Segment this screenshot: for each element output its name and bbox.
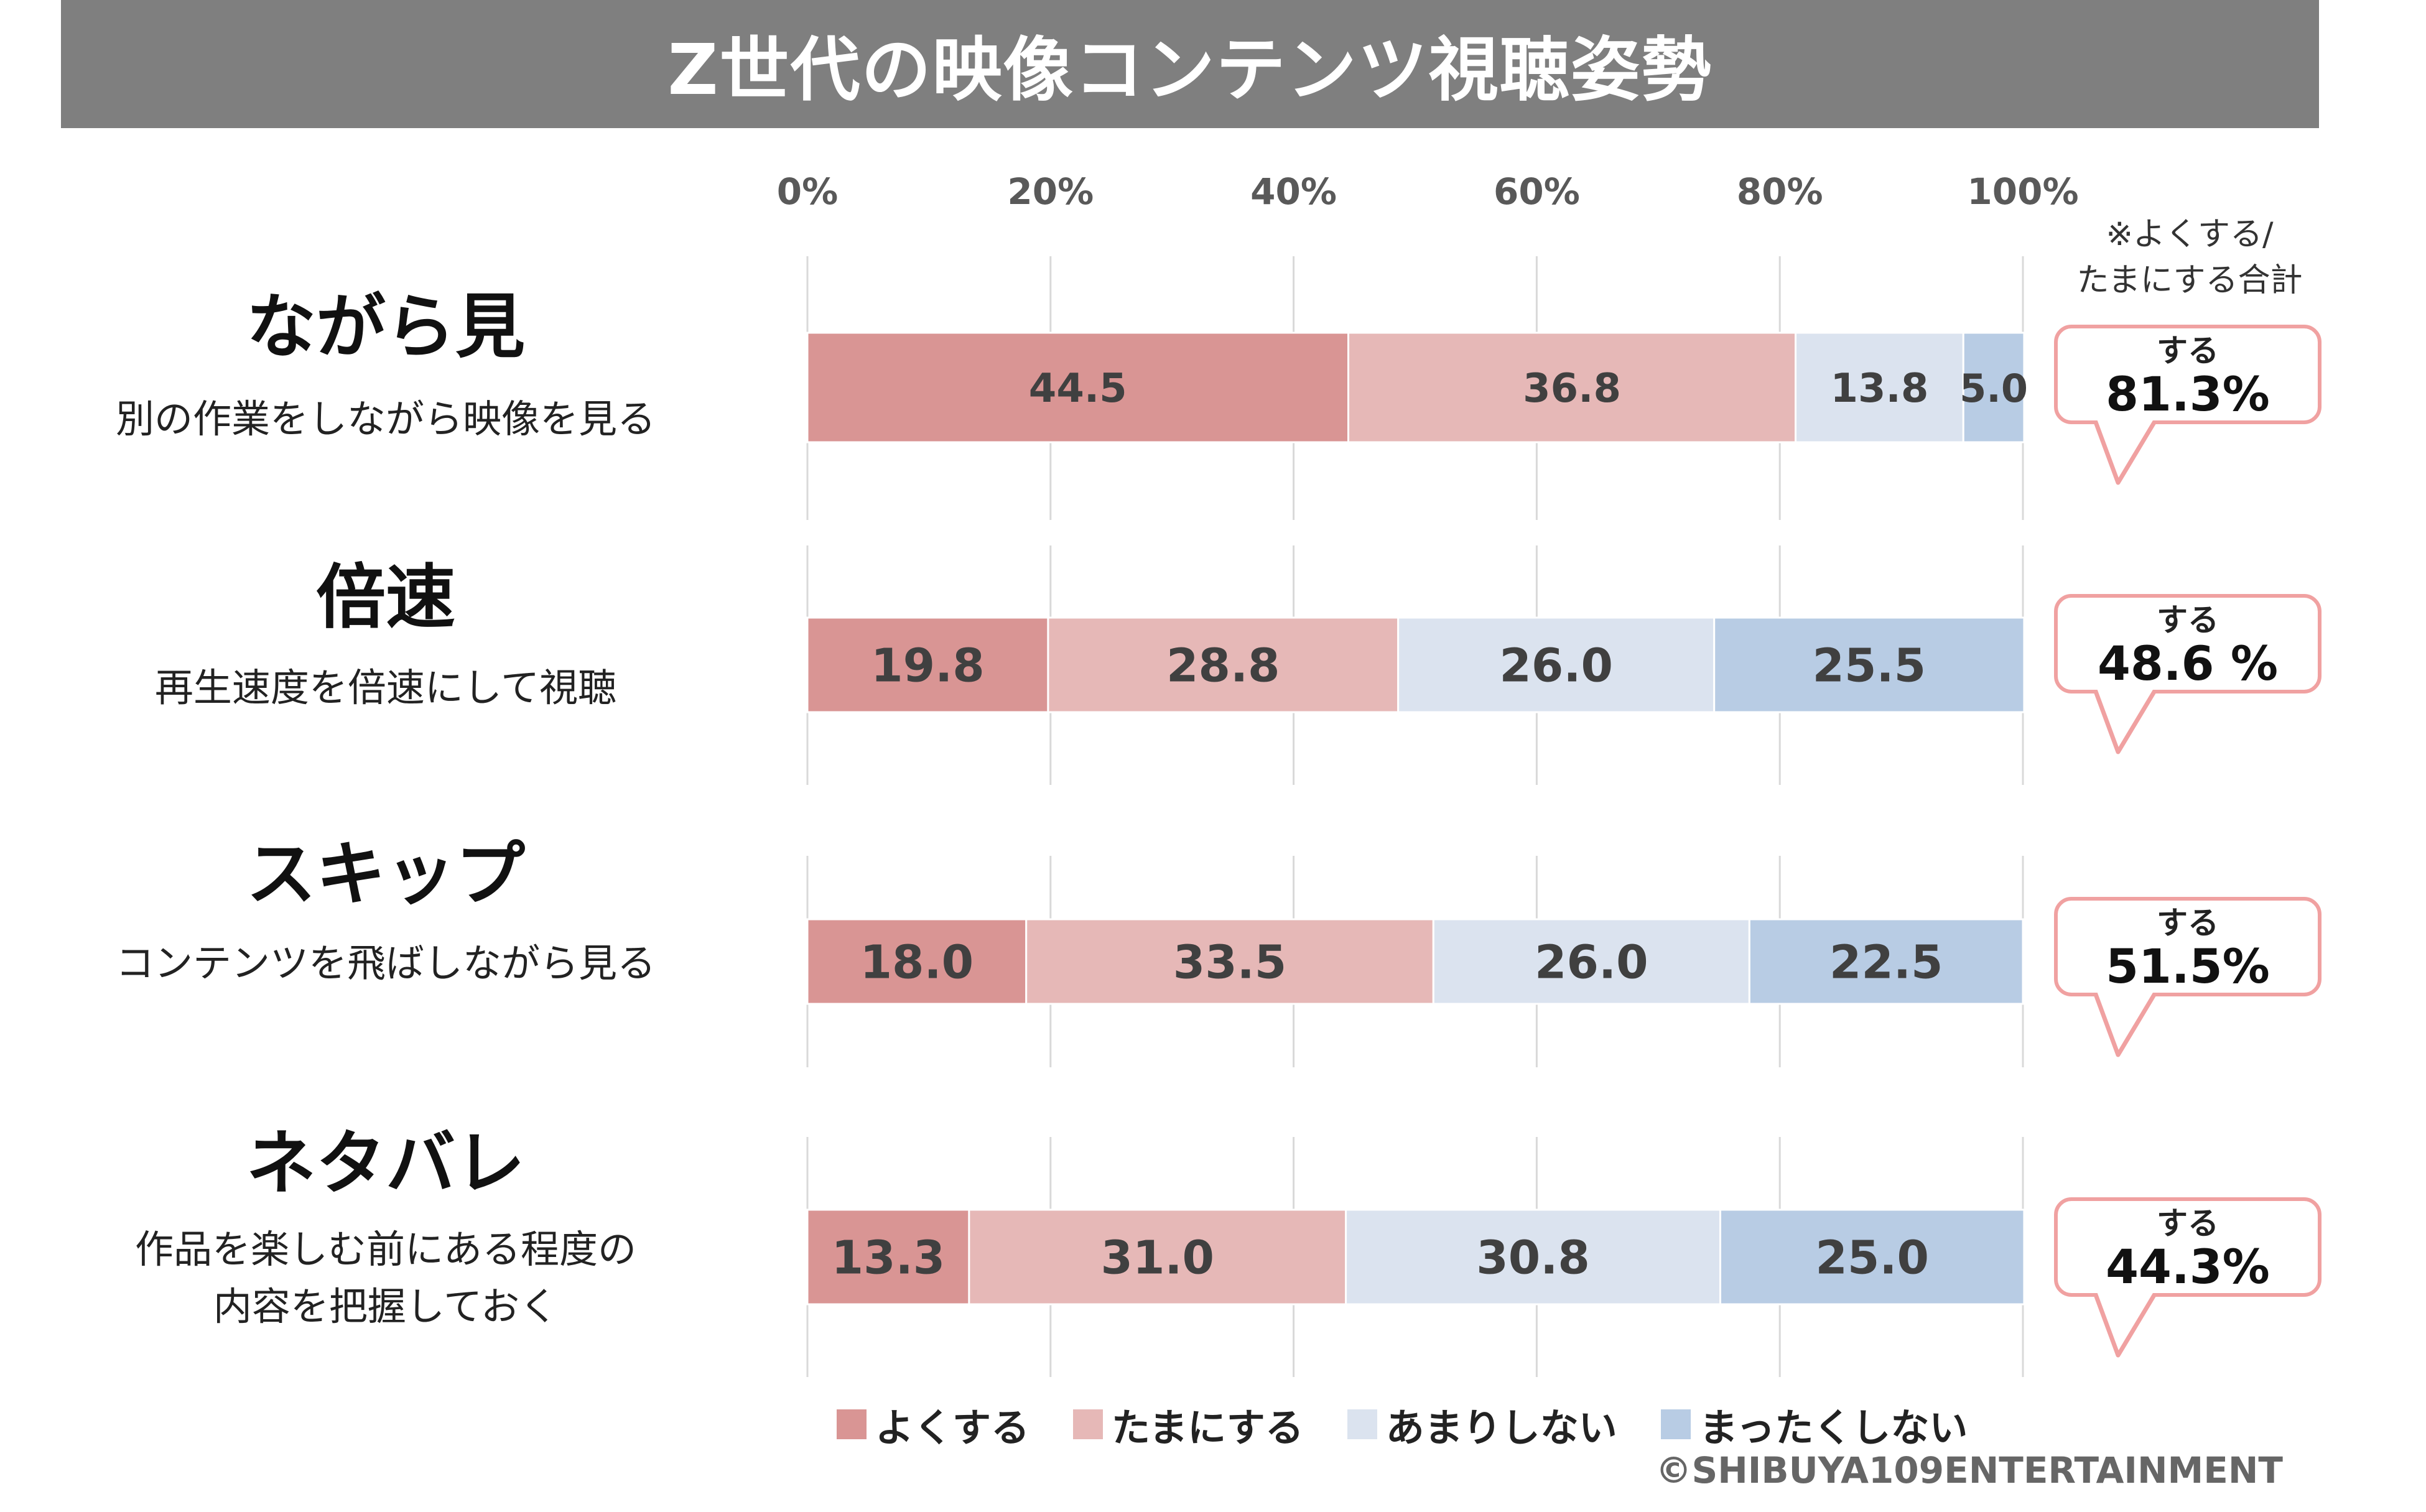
bar-data-label: 28.8	[1166, 639, 1280, 693]
bar-segment	[1713, 616, 2025, 713]
bar-segment	[1962, 332, 2025, 443]
bar-data-label: 25.0	[1815, 1231, 1929, 1285]
x-tick-label: 20%	[1007, 170, 1094, 213]
legend-item: たまにする	[1073, 1396, 1304, 1452]
callout-tail	[2093, 420, 2158, 485]
bar-segment	[1748, 918, 2024, 1005]
category-title-nagaramí: ながら見	[246, 287, 525, 368]
bar-data-label: 36.8	[1523, 366, 1621, 412]
callout-note-line: たまにする合計	[2076, 262, 2303, 299]
bar-data-label: 44.5	[1029, 366, 1127, 412]
bar-data-label: 30.8	[1476, 1231, 1590, 1285]
bar-segment	[806, 332, 1350, 443]
callout-box: する 44.3%	[2054, 1197, 2321, 1297]
callout-top-text: する	[2157, 905, 2219, 941]
category-subtitle-line: 別の作業をしながら映像を見る	[115, 396, 656, 442]
callout-value: 48.6 %	[2097, 636, 2279, 691]
bar-segment	[1795, 332, 1964, 443]
callout-box: する 51.5%	[2054, 897, 2321, 996]
callout-top-text: する	[2157, 1205, 2219, 1241]
legend-label: よくする	[875, 1405, 1030, 1450]
bar-segment	[1047, 616, 1400, 713]
bar-segment	[806, 1208, 970, 1306]
category-subtitle-line: コンテンツを飛ばしながら見る	[115, 940, 656, 986]
category-subtitle-line: 内容を把握しておく	[213, 1284, 559, 1329]
legend-label: まったくしない	[1699, 1405, 1968, 1450]
callout-value: 51.5%	[2106, 939, 2270, 994]
legend: よくする たまにする あまりしない まったくしない	[837, 1396, 2011, 1452]
legend-label: あまりしない	[1385, 1405, 1617, 1450]
x-tick-label: 0%	[777, 170, 838, 213]
callout-box: する 48.6 %	[2054, 594, 2321, 693]
legend-item: あまりしない	[1347, 1396, 1617, 1452]
bar-data-label: 26.0	[1499, 639, 1613, 693]
callout-note: ※よくする/ たまにする合計	[2022, 211, 2358, 304]
bar-data-label: 31.0	[1100, 1231, 1214, 1285]
category-subtitle-line: 再生速度を倍速にして視聴	[154, 665, 617, 710]
callout-tail	[2093, 993, 2158, 1057]
callout-value: 44.3%	[2106, 1239, 2270, 1294]
x-tick-label: 40%	[1250, 170, 1337, 213]
bar-data-label: 19.8	[871, 639, 985, 693]
legend-swatch	[1073, 1409, 1104, 1439]
callout-value: 81.3%	[2106, 366, 2270, 422]
bar-segment	[1347, 332, 1797, 443]
x-tick-label: 60%	[1494, 170, 1580, 213]
callout-tail	[2093, 1293, 2158, 1358]
callout-top-text: する	[2157, 602, 2219, 638]
copyright-text: ©SHIBUYA109ENTERTAINMENT	[1655, 1449, 2283, 1491]
bar-data-label: 25.5	[1813, 639, 1926, 693]
bar-segment	[1719, 1208, 2025, 1306]
category-title-skip: スキップ	[246, 834, 525, 915]
callout-tail	[2093, 690, 2158, 754]
bar-data-label: 13.3	[832, 1231, 946, 1285]
legend-swatch	[837, 1409, 867, 1439]
category-subtitle-line: 作品を楽しむ前にある程度の	[134, 1227, 636, 1272]
bar-data-label: 5.0	[1959, 366, 2028, 411]
legend-item: よくする	[837, 1396, 1029, 1452]
legend-swatch	[1660, 1409, 1691, 1439]
bar-data-label: 26.0	[1535, 936, 1648, 990]
bar-data-label: 13.8	[1830, 366, 1928, 412]
callout-note-line: ※よくする/	[2106, 216, 2274, 253]
bar-segment	[806, 918, 1028, 1005]
callout-box: する 81.3%	[2054, 325, 2321, 424]
bar-segment	[1025, 918, 1434, 1005]
category-title-baisoku: 倍速	[316, 557, 455, 638]
bar-data-label: 18.0	[860, 936, 974, 990]
bar-segment	[1345, 1208, 1721, 1306]
bar-segment	[806, 616, 1049, 713]
chart-title: Z世代の映像コンテンツ視聴姿勢	[61, 0, 2319, 128]
legend-label: たまにする	[1112, 1405, 1304, 1450]
legend-item: まったくしない	[1660, 1396, 1968, 1452]
callout-top-text: する	[2157, 333, 2219, 369]
bar-data-label: 33.5	[1173, 936, 1287, 990]
category-title-netabare: ネタバレ	[246, 1123, 525, 1204]
legend-swatch	[1347, 1409, 1377, 1439]
x-tick-label: 100%	[1967, 170, 2078, 213]
x-tick-label: 80%	[1737, 170, 1823, 213]
bar-segment	[968, 1208, 1347, 1306]
bar-data-label: 22.5	[1829, 936, 1943, 990]
bar-segment	[1432, 918, 1750, 1005]
